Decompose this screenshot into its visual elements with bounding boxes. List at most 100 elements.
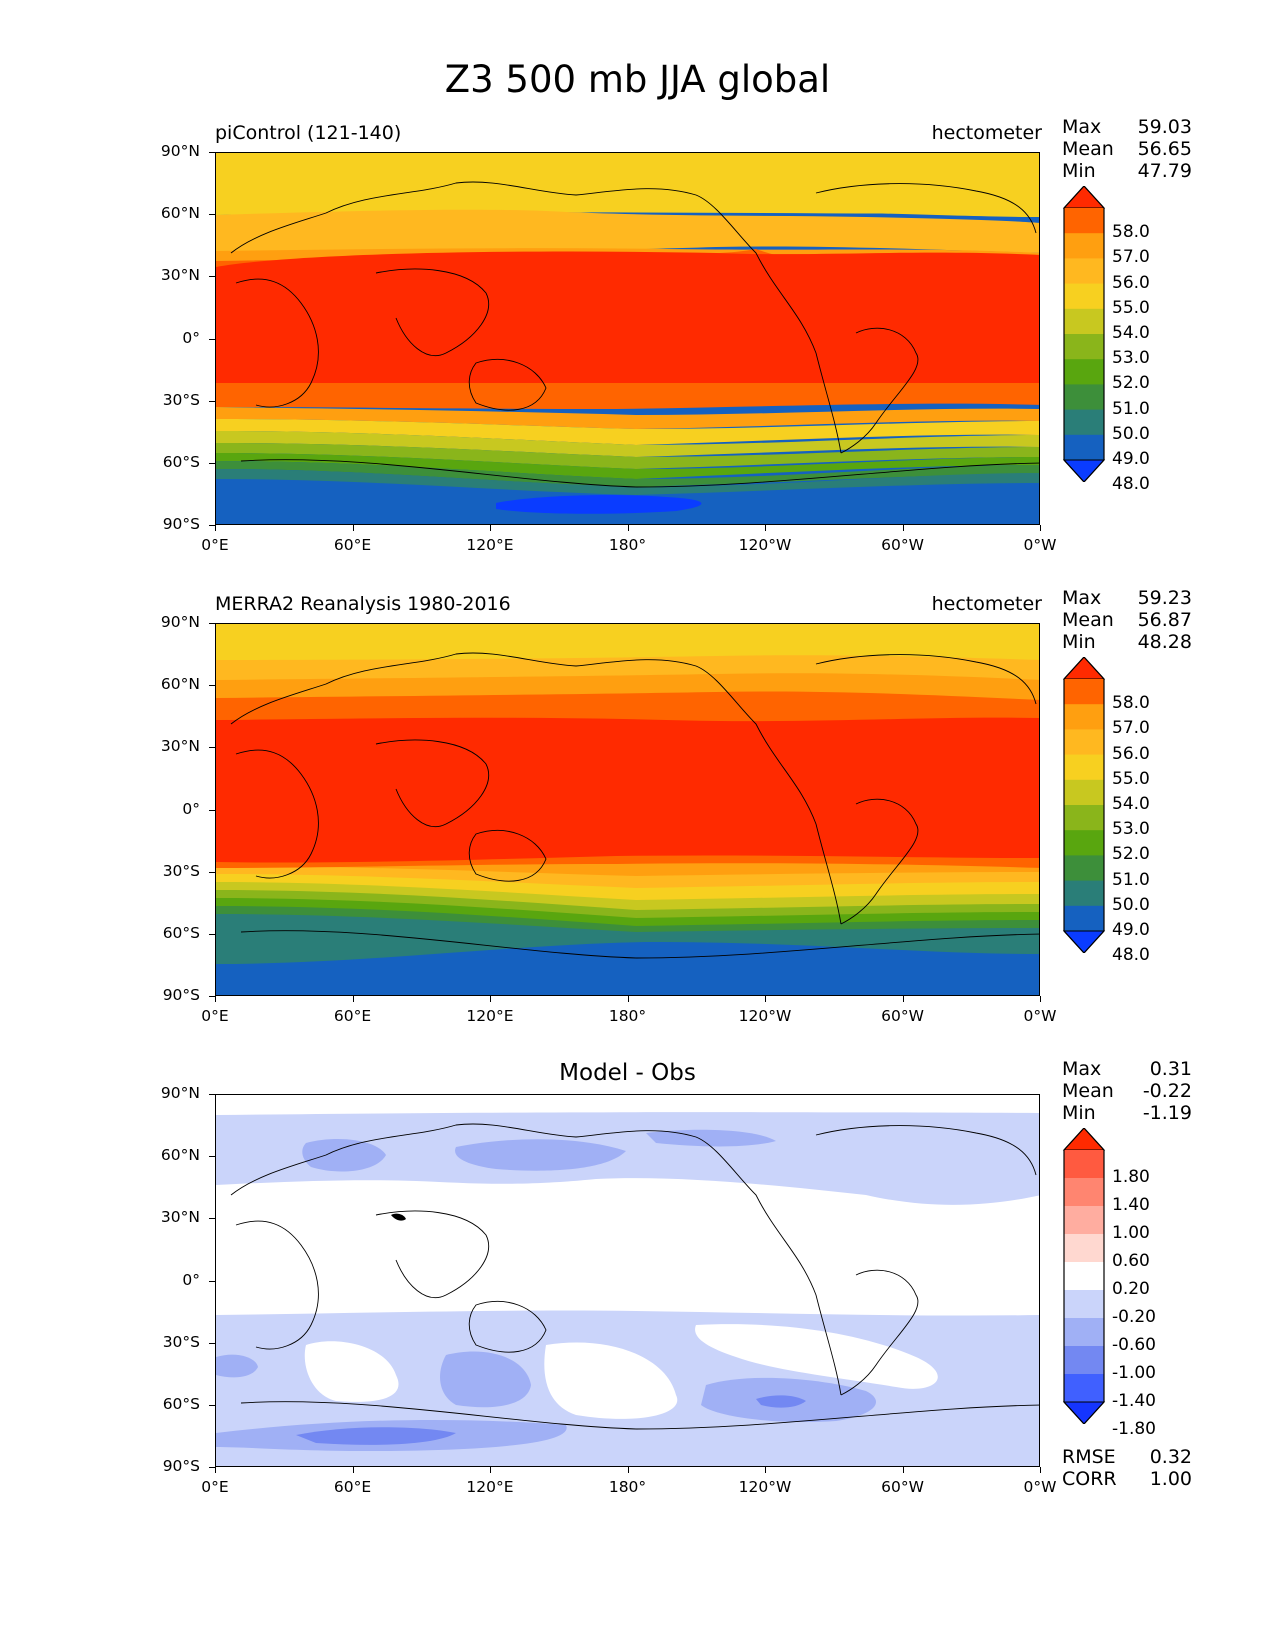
x-tick-mark — [902, 525, 904, 531]
x-tick-label: 0°E — [201, 1478, 229, 1496]
x-tick-mark — [1040, 525, 1041, 531]
panel-left-title: MERRA2 Reanalysis 1980-2016 — [215, 593, 511, 615]
colorbar-label: 50.0 — [1112, 894, 1150, 915]
colorbar-segment — [1064, 1234, 1104, 1263]
y-tick-label: 90°N — [160, 613, 200, 631]
colorbar-segment — [1064, 704, 1104, 730]
colorbar-label: 1.80 — [1112, 1167, 1150, 1187]
y-tick-label: 0° — [182, 328, 200, 347]
mean-value: 56.65 — [1137, 138, 1192, 160]
x-tick-label: 120°E — [466, 536, 514, 554]
colorbar-extend-max — [1062, 1128, 1106, 1151]
panel-stats: Max 0.31 Mean -0.22 Min -1.19 — [1062, 1058, 1192, 1124]
colorbar-label: 54.0 — [1112, 323, 1150, 343]
colorbar-label: -1.40 — [1112, 1391, 1156, 1411]
colorbar-label: 0.20 — [1112, 1279, 1150, 1299]
panel-left-title: piControl (121-140) — [215, 122, 402, 144]
y-tick-mark — [209, 400, 215, 402]
colorbar-outline — [1063, 186, 1105, 482]
colorbar-label: 57.0 — [1112, 718, 1150, 739]
colorbar-label: -1.00 — [1112, 1363, 1156, 1383]
rmse-label: RMSE — [1062, 1446, 1116, 1468]
panel-stats: Max 59.23 Mean 56.87 Min 48.28 — [1062, 587, 1192, 653]
x-tick-mark — [627, 996, 629, 1002]
colorbar-extend-max — [1062, 186, 1106, 209]
colorbar-label: 51.0 — [1112, 398, 1150, 419]
rmse-corr-stats: RMSE 0.32 CORR 1.00 — [1062, 1446, 1192, 1490]
y-tick-label: 90°S — [162, 515, 200, 533]
colorbar-label: 1.40 — [1112, 1195, 1150, 1215]
y-tick-mark — [209, 1280, 215, 1282]
colorbar-segment — [1064, 1290, 1104, 1319]
x-tick-mark — [765, 525, 766, 531]
colorbar-extend-max — [1062, 657, 1106, 680]
x-tick-mark — [902, 996, 904, 1002]
x-tick-mark — [352, 996, 354, 1002]
y-tick-label: 30°N — [160, 737, 200, 756]
corr-value: 1.00 — [1149, 1468, 1192, 1490]
y-tick-label: 60°S — [162, 1394, 200, 1413]
x-tick-mark — [627, 1467, 629, 1473]
min-value: -1.19 — [1142, 1102, 1192, 1124]
figure-title: Z3 500 mb JJA global — [444, 58, 831, 101]
x-tick-label: 60°W — [881, 1007, 924, 1025]
y-tick-mark — [209, 1404, 215, 1406]
colorbar-label: 54.0 — [1112, 794, 1150, 814]
colorbar-segment — [1064, 1178, 1104, 1207]
y-tick-mark — [209, 747, 215, 749]
colorbar-outline — [1063, 657, 1105, 953]
x-tick-mark — [490, 1467, 491, 1473]
colorbar-segment — [1064, 1150, 1104, 1179]
max-value: 0.31 — [1149, 1058, 1192, 1080]
max-label: Max — [1062, 1058, 1102, 1080]
x-tick-label: 120°W — [738, 536, 792, 554]
colorbar-label: 53.0 — [1112, 348, 1150, 369]
max-label: Max — [1062, 587, 1102, 609]
y-tick-label: 60°S — [162, 923, 200, 942]
min-label: Min — [1062, 631, 1096, 653]
colorbar-segment — [1064, 409, 1104, 436]
x-tick-mark — [215, 525, 216, 531]
colorbar-segment — [1064, 1206, 1104, 1235]
x-tick-label: 180° — [608, 1007, 647, 1025]
map-merra2 — [215, 623, 1040, 996]
y-tick-label: 90°S — [162, 1457, 200, 1475]
x-tick-mark — [215, 996, 216, 1002]
colorbar-label: 56.0 — [1112, 272, 1150, 293]
max-value: 59.23 — [1137, 587, 1192, 609]
colorbar-label: -0.20 — [1112, 1307, 1156, 1327]
y-tick-mark — [209, 1342, 215, 1344]
colorbar-label: 56.0 — [1112, 743, 1150, 764]
x-tick-label: 60°E — [333, 536, 372, 554]
min-value: 48.28 — [1137, 631, 1192, 653]
colorbar — [1062, 186, 1106, 482]
rmse-value: 0.32 — [1149, 1446, 1192, 1468]
colorbar-segment — [1064, 434, 1104, 461]
x-tick-mark — [627, 525, 629, 531]
min-value: 47.79 — [1137, 160, 1192, 182]
x-tick-label: 120°E — [466, 1478, 514, 1496]
colorbar-label: 52.0 — [1112, 844, 1150, 865]
colorbar — [1062, 1128, 1106, 1424]
colorbar-label: -0.60 — [1112, 1335, 1156, 1355]
y-tick-mark — [209, 1467, 215, 1468]
y-tick-label: 60°N — [160, 1146, 200, 1165]
x-tick-label: 0°E — [201, 536, 229, 554]
colorbar-label: 55.0 — [1112, 297, 1150, 318]
max-value: 59.03 — [1137, 116, 1192, 138]
min-label: Min — [1062, 1102, 1096, 1124]
colorbar-segment — [1064, 359, 1104, 385]
colorbar-label: 58.0 — [1112, 693, 1150, 714]
colorbar-segment — [1064, 905, 1104, 932]
y-tick-label: 90°N — [160, 1084, 200, 1102]
y-tick-label: 30°N — [160, 266, 200, 285]
colorbar-extend-min — [1062, 930, 1106, 953]
y-tick-mark — [209, 1218, 215, 1220]
colorbar-label: 57.0 — [1112, 247, 1150, 268]
x-tick-label: 0°E — [201, 1007, 229, 1025]
mean-label: Mean — [1062, 138, 1114, 160]
colorbar-label: 48.0 — [1112, 474, 1150, 495]
x-tick-label: 0°W — [1023, 1478, 1057, 1496]
colorbar-segment — [1064, 729, 1104, 756]
y-tick-mark — [209, 809, 215, 811]
